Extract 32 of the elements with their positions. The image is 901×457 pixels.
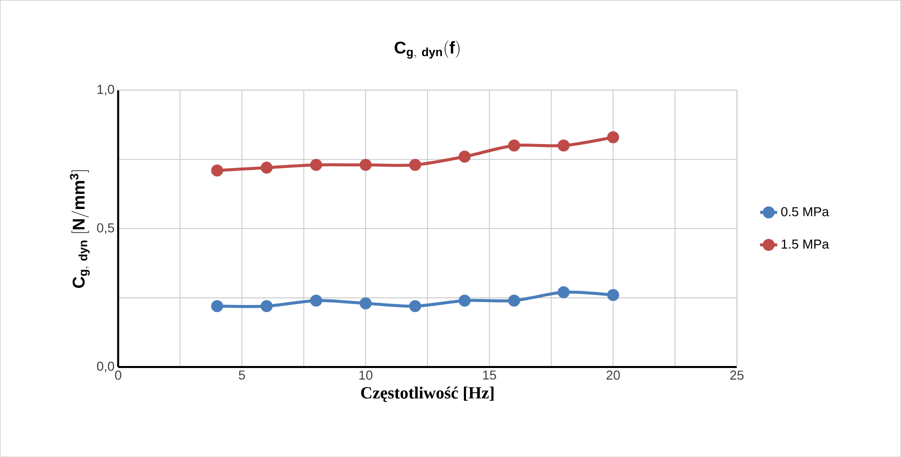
point [558, 139, 570, 152]
point [409, 300, 422, 312]
point [360, 158, 372, 171]
x-tick-label: 0 [115, 370, 122, 380]
point [508, 294, 520, 306]
y-tick-label: 0,0 [97, 362, 114, 372]
x-tick-label: 5 [238, 370, 245, 380]
point [508, 139, 520, 152]
point [458, 294, 471, 306]
point [310, 158, 322, 171]
point [260, 300, 273, 312]
x-axis-title: Częstotliwość [Hz] [361, 386, 494, 402]
legend-label: 1.5 MPa [782, 240, 830, 249]
point [211, 164, 224, 176]
x-tick-label: 15 [483, 370, 496, 380]
point [558, 286, 570, 298]
y-tick-label: 0,5 [97, 223, 114, 234]
legend-label: 0.5 MPa [781, 206, 830, 216]
y-axis-title: $\mathbf{C_{g,\ dyn}\ [N/mm^{3}]}$ [70, 170, 90, 288]
point [458, 150, 471, 163]
point [260, 162, 273, 174]
point [211, 300, 224, 312]
point [607, 131, 620, 144]
x-tick-label: 10 [359, 370, 372, 380]
point [409, 158, 422, 171]
y-tick-label: 1,0 [98, 84, 114, 96]
chart-title: $\mathbf{C_{g,\ dyn}(f)}$ [394, 40, 460, 59]
point [607, 288, 620, 301]
point [310, 294, 322, 306]
point [360, 297, 372, 310]
x-tick-label: 20 [606, 370, 620, 380]
x-tick-label: 25 [730, 370, 744, 380]
